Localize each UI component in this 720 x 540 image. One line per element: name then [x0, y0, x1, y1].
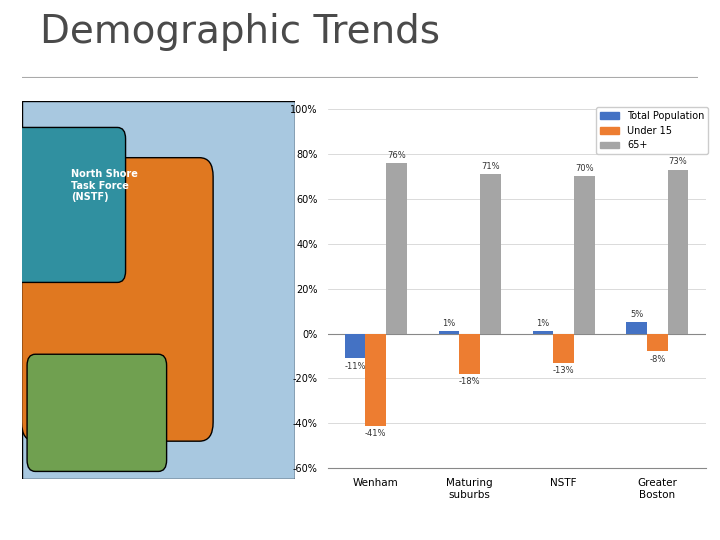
Bar: [386, 163, 407, 334]
Text: Demographic Trends: Demographic Trends: [40, 12, 440, 51]
Bar: [553, 334, 574, 363]
Bar: [366, 334, 386, 426]
Legend: Total Population, Under 15, 65+: Total Population, Under 15, 65+: [596, 107, 708, 154]
Text: North Shore
Task Force
(NSTF): North Shore Task Force (NSTF): [71, 169, 138, 202]
Bar: [459, 334, 480, 374]
Text: 6: 6: [690, 509, 698, 522]
Text: -41%: -41%: [365, 429, 387, 438]
Text: 76%: 76%: [387, 151, 406, 160]
Text: 5%: 5%: [630, 310, 644, 319]
Text: -11%: -11%: [344, 362, 366, 370]
Bar: [574, 177, 595, 334]
Bar: [626, 322, 647, 334]
Text: -8%: -8%: [649, 355, 665, 364]
Bar: [533, 331, 553, 334]
Text: 1%: 1%: [536, 319, 549, 328]
Bar: [438, 331, 459, 334]
Text: WENHAM HOUSING NEEDS ASSESSMENT: WENHAM HOUSING NEEDS ASSESSMENT: [249, 511, 471, 521]
Text: 71%: 71%: [481, 162, 500, 171]
FancyBboxPatch shape: [14, 127, 125, 282]
Bar: [647, 334, 667, 352]
Bar: [345, 334, 366, 358]
FancyBboxPatch shape: [22, 158, 213, 441]
FancyBboxPatch shape: [27, 354, 166, 471]
Text: 70%: 70%: [575, 164, 593, 173]
Bar: [667, 170, 688, 334]
Text: -13%: -13%: [553, 366, 575, 375]
Text: 73%: 73%: [669, 157, 688, 166]
Bar: [480, 174, 500, 334]
Text: 1%: 1%: [442, 319, 456, 328]
FancyBboxPatch shape: [22, 101, 295, 479]
Text: -18%: -18%: [459, 377, 480, 386]
